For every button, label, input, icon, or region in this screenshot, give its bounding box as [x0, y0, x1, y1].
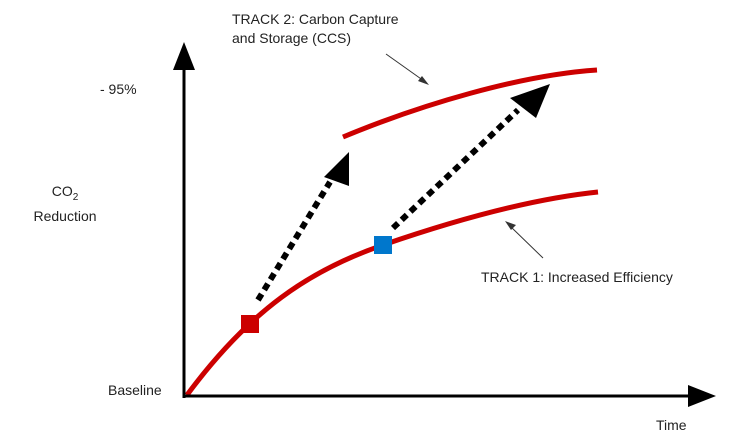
track1-curve [184, 189, 599, 397]
x-axis [184, 385, 716, 407]
track2-label-line1: TRACK 2: Carbon Capture [232, 11, 399, 27]
track2-label-line2: and Storage (CCS) [232, 30, 352, 46]
x-axis-title: Time [656, 417, 687, 433]
y-axis-title-co: CO [51, 183, 73, 199]
y-axis [173, 42, 195, 398]
transition-arrow-early [255, 152, 349, 302]
y-axis-title-line1: CO2 [10, 182, 120, 207]
y-axis-top-label: - 95% [100, 81, 137, 97]
track1-label: TRACK 1: Increased Efficiency [481, 269, 673, 285]
y-axis-arrowhead [173, 42, 195, 70]
transition-arrow-early-head [324, 152, 349, 186]
y-axis-title-line2: Reduction [33, 207, 97, 224]
track2-label: TRACK 2: Carbon Capture and Storage (CCS… [232, 10, 399, 48]
y-axis-title: CO2 Reduction [10, 182, 120, 226]
track1-start-marker [241, 315, 259, 333]
track1-pointer [505, 221, 544, 259]
track2-pointer [385, 53, 429, 85]
transition-arrow-mid [390, 84, 550, 231]
x-axis-arrowhead [688, 385, 716, 407]
baseline-label: Baseline [108, 382, 162, 398]
track1-mid-marker [374, 236, 392, 254]
transition-arrow-mid-head [510, 84, 550, 118]
track2-curve [342, 67, 598, 140]
y-axis-title-subscript: 2 [72, 191, 79, 203]
